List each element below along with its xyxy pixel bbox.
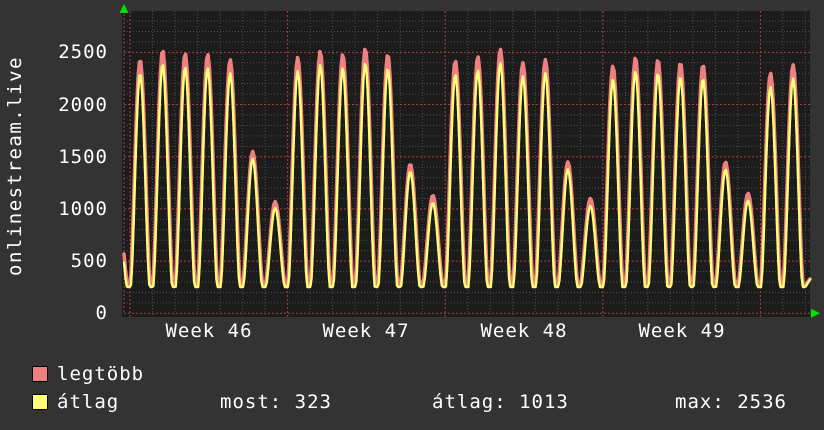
y-axis-arrow-icon	[119, 4, 129, 13]
x-axis-week-label: Week 46	[165, 320, 253, 342]
x-axis-week-label: Week 48	[480, 320, 568, 342]
y-axis-label: 500	[70, 250, 108, 272]
legend-label-avg: átlag	[57, 391, 120, 413]
legend-swatch-max	[32, 366, 48, 382]
legend-label-max: legtöbb	[57, 363, 145, 385]
x-axis-week-label: Week 49	[638, 320, 726, 342]
stat-average: átlag: 1013	[432, 391, 569, 413]
series-line-avg	[122, 61, 812, 289]
y-axis-label: 2000	[58, 94, 108, 116]
y-axis-label: 0	[95, 302, 108, 324]
x-axis-week-label: Week 47	[322, 320, 410, 342]
stat-most: most: 323	[220, 391, 332, 413]
y-axis-label: 1000	[58, 198, 108, 220]
x-axis-arrow-icon	[811, 308, 820, 318]
stat-max: max: 2536	[675, 391, 787, 413]
legend-swatch-avg	[32, 394, 48, 410]
y-axis-label: 1500	[58, 146, 108, 168]
y-axis-label: 2500	[58, 41, 108, 63]
